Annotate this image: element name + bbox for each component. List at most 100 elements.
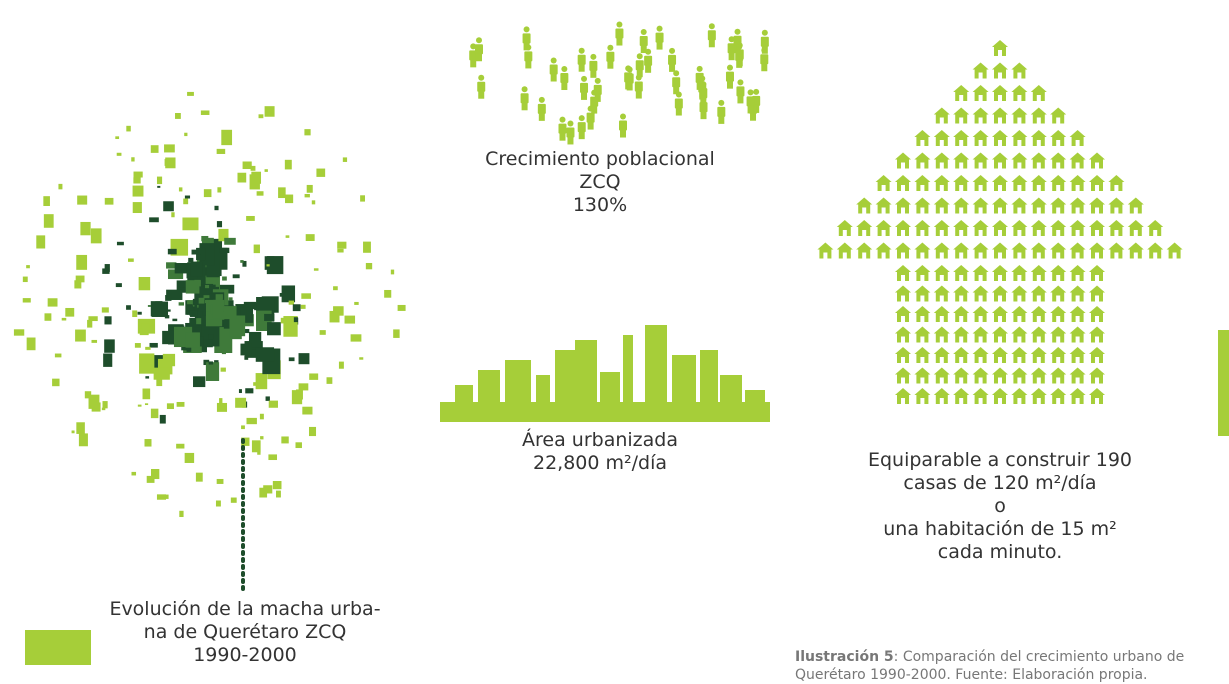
- house-roof: [1011, 265, 1028, 272]
- house-door: [939, 316, 944, 322]
- map-patch: [306, 184, 313, 193]
- house-door: [1036, 185, 1041, 191]
- house-door: [1017, 207, 1022, 214]
- house-icon: [895, 306, 911, 322]
- person-legs: [728, 52, 735, 61]
- house-door: [1056, 336, 1061, 343]
- house-roof: [933, 242, 950, 250]
- person-icon: [577, 115, 586, 140]
- house-icon: [914, 306, 931, 322]
- house-door: [920, 185, 925, 191]
- map-patch: [208, 334, 214, 340]
- map-patch: [245, 388, 254, 394]
- map-patch: [337, 248, 344, 253]
- person-legs: [750, 112, 757, 121]
- house-roof: [875, 242, 892, 250]
- map-patch: [77, 195, 88, 205]
- person-legs: [761, 63, 768, 72]
- house-door: [998, 252, 1002, 259]
- person-body: [537, 103, 546, 114]
- house-icon: [933, 326, 950, 343]
- map-patch: [186, 305, 194, 315]
- map-patch: [166, 262, 177, 269]
- house-icon: [992, 265, 1008, 281]
- map-patch: [288, 300, 295, 305]
- house-icon: [1050, 306, 1067, 322]
- person-icon: [655, 25, 664, 50]
- map-patch: [224, 237, 236, 245]
- house-icon: [1011, 130, 1028, 146]
- house-icon: [1069, 220, 1086, 236]
- person-body: [589, 60, 598, 71]
- house-icon: [1069, 367, 1086, 384]
- person-head: [578, 115, 585, 122]
- house-roof: [836, 242, 853, 250]
- map-patch: [150, 145, 159, 153]
- house-icon: [1089, 220, 1105, 236]
- house-door: [901, 357, 905, 363]
- person-legs: [669, 63, 676, 72]
- map-patch: [263, 485, 273, 494]
- person-legs: [591, 105, 598, 114]
- person-head: [581, 75, 588, 82]
- house-door: [901, 316, 905, 322]
- house-door: [1075, 357, 1080, 363]
- text-line: 130%: [572, 194, 628, 216]
- person-body: [725, 71, 734, 82]
- house-roof: [933, 152, 950, 160]
- map-patch: [272, 480, 282, 490]
- map-patch: [90, 228, 102, 244]
- person-head: [578, 47, 585, 54]
- house-icon: [914, 175, 931, 191]
- house-icon: [972, 242, 989, 259]
- house-door: [959, 316, 964, 322]
- house-roof: [992, 62, 1008, 70]
- map-patch: [281, 436, 289, 444]
- house-icon: [856, 242, 873, 259]
- map-patch: [292, 304, 301, 312]
- house-icon: [933, 306, 950, 322]
- map-patch: [156, 494, 167, 500]
- house-door: [939, 357, 944, 363]
- map-patch: [133, 171, 143, 178]
- person-body: [577, 122, 586, 133]
- map-patch: [141, 323, 150, 329]
- house-icon: [1011, 367, 1028, 384]
- house-roof: [1089, 220, 1105, 227]
- house-roof: [1069, 265, 1086, 272]
- house-roof: [992, 130, 1008, 137]
- house-roof: [895, 265, 911, 272]
- house-door: [998, 162, 1002, 169]
- map-patch: [101, 407, 106, 411]
- map-patch: [150, 408, 159, 419]
- house-icon: [895, 285, 911, 302]
- map-patch: [217, 187, 222, 193]
- house-door: [1114, 207, 1119, 214]
- house-roof: [1050, 242, 1067, 250]
- house-door: [959, 252, 964, 259]
- person-head: [521, 86, 528, 93]
- map-patch: [184, 222, 189, 230]
- map-patch: [228, 297, 233, 301]
- text-line: una habitación de 15 m²: [883, 518, 1117, 540]
- house-icon: [953, 107, 970, 124]
- house-roof: [1011, 107, 1028, 115]
- map-patch: [101, 307, 109, 313]
- house-roof: [1069, 220, 1086, 227]
- map-patch: [240, 343, 252, 356]
- person-legs: [636, 69, 643, 78]
- house-roof: [1069, 242, 1086, 250]
- map-patch: [305, 234, 315, 241]
- house-door: [998, 117, 1002, 124]
- house-door: [920, 295, 925, 302]
- person-body: [672, 77, 681, 88]
- map-patch: [205, 300, 209, 304]
- map-patch: [88, 394, 100, 409]
- map-patch: [251, 440, 261, 453]
- map-patch: [326, 377, 333, 384]
- map-patch: [189, 317, 203, 325]
- house-door: [998, 275, 1002, 281]
- house-roof: [953, 367, 970, 375]
- house-icon: [953, 388, 970, 404]
